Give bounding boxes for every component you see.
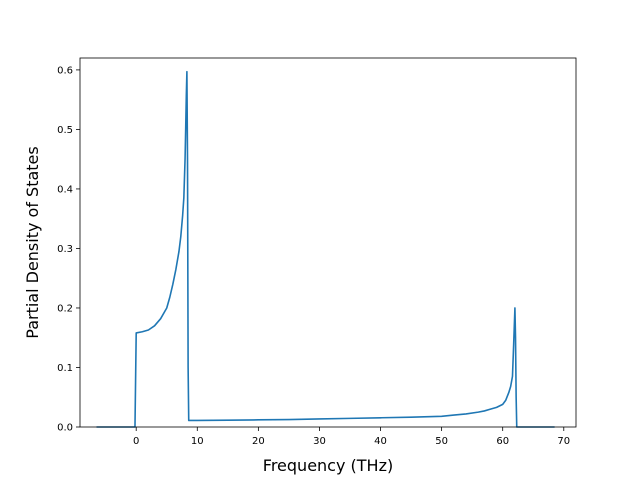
x-tick-label: 70 <box>557 436 570 447</box>
pdos-series-line-0 <box>96 70 555 428</box>
y-tick-label: 0.1 <box>57 363 73 374</box>
x-tick-label: 10 <box>191 436 204 447</box>
plot-frame <box>79 57 577 428</box>
y-tick-label: 0.6 <box>57 65 73 76</box>
series-layer <box>96 70 555 428</box>
x-tick-label: 0 <box>133 436 139 447</box>
y-tick-label: 0.0 <box>57 423 73 434</box>
x-tick-label: 50 <box>435 436 448 447</box>
x-axis-ticks: 0 10 20 30 40 50 60 70 <box>133 427 570 447</box>
x-tick-label: 20 <box>252 436 265 447</box>
y-tick-label: 0.4 <box>57 184 73 195</box>
y-tick-label: 0.2 <box>57 303 73 314</box>
x-axis-label: Frequency (THz) <box>263 456 393 475</box>
x-tick-label: 40 <box>374 436 387 447</box>
x-tick-label: 60 <box>496 436 509 447</box>
y-tick-label: 0.5 <box>57 125 73 136</box>
y-axis-label: Partial Density of States <box>23 146 42 338</box>
y-tick-label: 0.3 <box>57 244 73 255</box>
y-axis-ticks: 0.0 0.1 0.2 0.3 0.4 0.5 0.6 <box>57 65 80 434</box>
x-tick-label: 30 <box>313 436 326 447</box>
